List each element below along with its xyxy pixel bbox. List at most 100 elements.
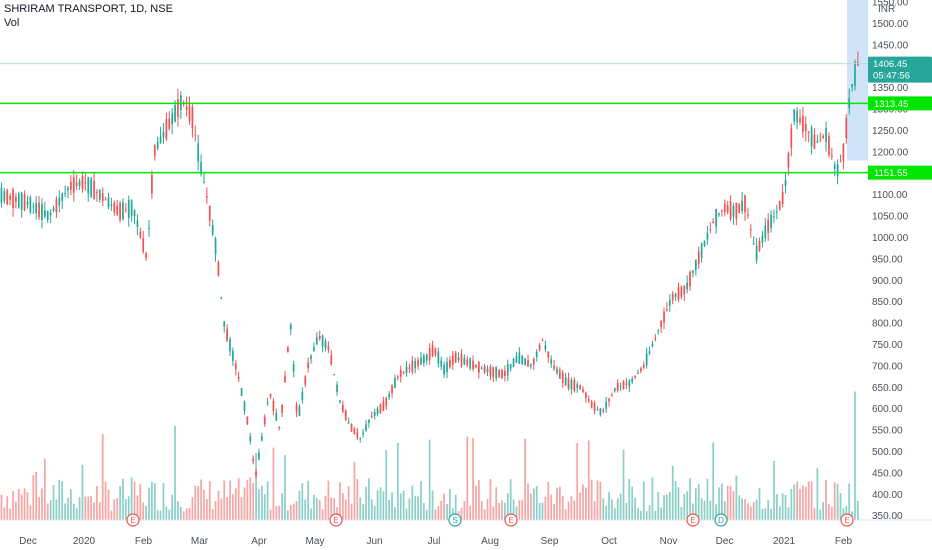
volume-bar: [246, 480, 249, 520]
volume-bar: [93, 502, 95, 520]
candle-body: [830, 155, 833, 157]
candle-body: [804, 124, 807, 131]
candle-body: [642, 364, 645, 368]
candle-body: [339, 400, 341, 403]
candle-body: [258, 452, 260, 460]
candle-body: [0, 187, 3, 203]
candle-body: [726, 205, 729, 213]
candle-body: [637, 373, 639, 375]
candle-body: [778, 200, 781, 210]
candle-body: [310, 355, 312, 359]
candle-body: [504, 370, 506, 376]
candle-body: [718, 213, 720, 215]
candle-body: [671, 293, 674, 301]
event-marker-icon: [714, 513, 728, 527]
candle-body: [223, 321, 226, 327]
candle-body: [208, 205, 211, 222]
candle-body: [107, 197, 110, 208]
volume-bar: [787, 507, 790, 520]
volume-bar: [17, 488, 20, 520]
volume-bar: [556, 487, 558, 520]
candle-body: [723, 203, 726, 212]
volume-bar: [234, 488, 237, 520]
volume-bar: [185, 508, 188, 520]
volume-bar: [799, 488, 801, 520]
volume-bar: [75, 508, 78, 520]
candle-body: [307, 362, 310, 369]
volume-bar: [113, 499, 116, 520]
candle-body: [816, 141, 819, 143]
volume-bar: [573, 500, 576, 520]
volume-bar: [98, 502, 101, 520]
y-tick-label: 550.00: [872, 426, 903, 437]
candle-body: [272, 400, 275, 412]
candle-body: [515, 355, 518, 363]
candle-body: [159, 136, 162, 143]
candle-body: [232, 350, 234, 361]
volume-bar: [399, 493, 402, 520]
candle-body: [396, 376, 399, 378]
candle-body: [124, 209, 127, 211]
volume-bar: [211, 509, 214, 520]
volume-bar: [550, 494, 553, 520]
candle-body: [434, 348, 437, 356]
volume-bar: [281, 493, 283, 520]
volume-bar: [689, 478, 691, 520]
y-tick-label: 800.00: [872, 319, 903, 330]
volume-bar: [830, 506, 833, 520]
y-tick-label: 1500.00: [872, 19, 909, 30]
candle-body: [483, 366, 486, 373]
y-tick-label: 1250.00: [872, 126, 909, 137]
volume-bar: [110, 510, 113, 520]
volume-bar: [142, 502, 145, 520]
volume-bar: [229, 480, 231, 520]
volume-bar: [171, 494, 174, 520]
volume-bar: [492, 506, 495, 520]
candle-body: [148, 228, 150, 230]
volume-bar: [226, 497, 228, 520]
candle-body: [87, 177, 90, 194]
volume-bar: [729, 485, 732, 520]
volume-bar: [486, 498, 489, 520]
volume-bar: [200, 479, 202, 520]
volume-bar: [84, 496, 87, 520]
event-marker-label: E: [844, 516, 849, 525]
volume-bar: [449, 488, 451, 520]
volume-bar: [396, 442, 399, 520]
volume-bar: [437, 506, 440, 520]
candle-body: [26, 201, 29, 205]
candle-body: [787, 153, 790, 168]
candle-body: [243, 401, 246, 411]
volume-bar: [813, 508, 816, 520]
candle-body: [585, 392, 587, 398]
volume-bar: [287, 510, 289, 520]
volume-bar: [683, 494, 686, 520]
x-tick-label: Dec: [19, 536, 37, 547]
volume-bar: [602, 498, 605, 520]
candle-body: [255, 471, 257, 476]
volume-bar: [347, 486, 350, 520]
volume-bar: [313, 494, 315, 520]
candle-body: [41, 204, 43, 220]
candle-body: [550, 359, 553, 364]
volume-bar: [854, 391, 856, 520]
candle-body: [23, 194, 26, 211]
candle-body: [399, 369, 402, 378]
candle-body: [61, 193, 64, 201]
candle-body: [130, 200, 133, 216]
volume-bar: [220, 498, 223, 520]
volume-bar: [72, 503, 75, 520]
candle-body: [437, 351, 440, 364]
candle-body: [648, 351, 651, 354]
volume-bar: [41, 488, 43, 520]
candle-body: [278, 426, 281, 428]
volume-bar: [489, 478, 492, 520]
candle-body: [446, 361, 448, 373]
candle-body: [29, 196, 32, 213]
volume-bar: [136, 495, 139, 520]
x-tick-label: Jul: [428, 536, 441, 547]
volume-bar: [804, 486, 807, 520]
volume-bar: [654, 510, 657, 520]
candle-body: [350, 423, 353, 432]
